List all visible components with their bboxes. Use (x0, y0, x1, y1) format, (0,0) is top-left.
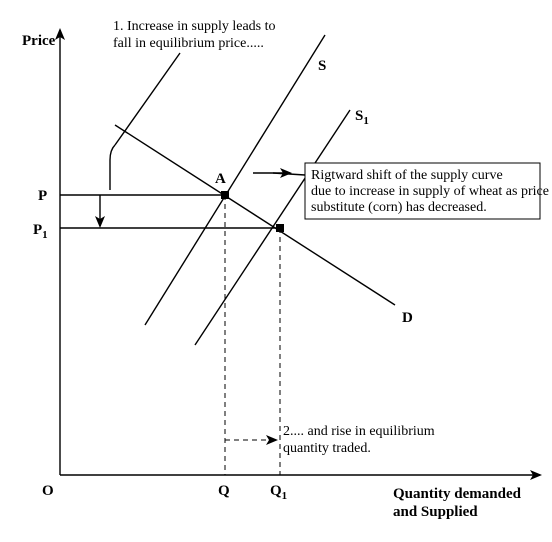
origin-label: O (42, 483, 54, 499)
top-annotation-2: fall in equilibrium price..... (113, 36, 264, 51)
point-a-marker (221, 191, 229, 199)
p1-tick-label: P1 (33, 222, 48, 241)
top-annotation-hook (110, 145, 115, 190)
point-a-label: A (215, 171, 226, 187)
y-axis-label: Price (22, 33, 56, 49)
note-leader (273, 173, 305, 175)
q1-tick-label: Q1 (270, 483, 287, 502)
supply1-label: S1 (355, 108, 369, 127)
top-annotation-leader (115, 53, 180, 145)
top-annotation-1: 1. Increase in supply leads to (113, 19, 276, 34)
demand-label: D (402, 310, 413, 326)
supply-demand-chart: Price O Quantity demanded and Supplied S… (0, 0, 552, 542)
x-axis-label-2: and Supplied (393, 504, 478, 520)
p-tick-label: P (38, 188, 47, 204)
supply-label: S (318, 58, 326, 74)
point-e1-marker (276, 224, 284, 232)
note-line2: due to increase in supply of wheat as pr… (311, 184, 552, 199)
note-line3: substitute (corn) has decreased. (311, 200, 487, 215)
bottom-annotation-2: quantity traded. (283, 441, 371, 456)
supply-curve (145, 35, 325, 325)
q-tick-label: Q (218, 483, 230, 499)
bottom-annotation-1: 2.... and rise in equilibrium (283, 424, 435, 439)
x-axis-label-1: Quantity demanded (393, 486, 522, 502)
note-line1: Rigtward shift of the supply curve (311, 168, 503, 183)
